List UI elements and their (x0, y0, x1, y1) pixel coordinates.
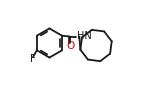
Text: O: O (66, 41, 74, 51)
Text: F: F (30, 54, 36, 64)
Text: HN: HN (77, 31, 91, 41)
